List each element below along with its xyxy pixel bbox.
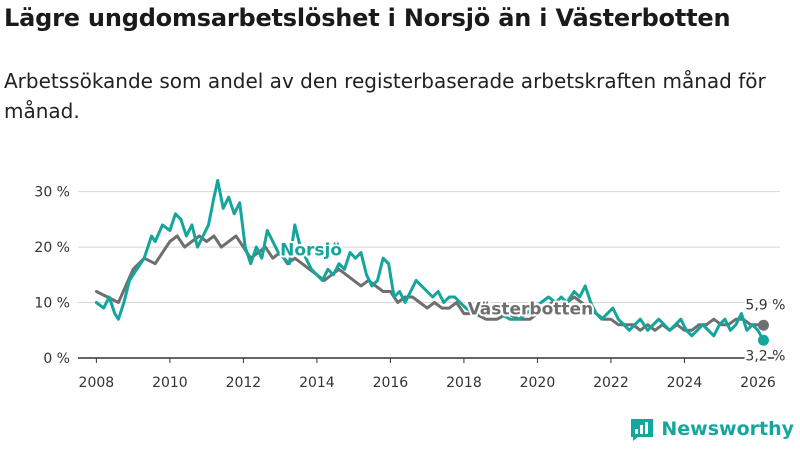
series-label-vasterbotten: Västerbotten <box>468 300 594 320</box>
newsworthy-wordmark: Newsworthy <box>661 418 794 440</box>
y-axis-labels: 0 % 10 % 20 % 30 % <box>34 185 70 367</box>
chart-subtitle: Arbetssökande som andel av den registerb… <box>4 69 766 123</box>
series-line-vasterbotten <box>94 234 765 332</box>
y-tick-label: 0 % <box>43 351 70 367</box>
x-tick-label: 2020 <box>520 375 556 391</box>
series-labels: Norsjö Västerbotten 5,9 % 3,2 % <box>278 238 787 366</box>
newsworthy-logo: Newsworthy <box>629 416 794 442</box>
grid-lines <box>78 191 780 304</box>
series-lines <box>94 179 769 346</box>
x-tick-label: 2024 <box>667 375 703 391</box>
end-label-norsjo: 3,2 % <box>745 348 785 364</box>
newsworthy-chart-icon <box>631 419 654 441</box>
y-tick-label: 30 % <box>34 185 70 201</box>
x-tick-label: 2014 <box>299 375 335 391</box>
x-tick-label: 2016 <box>373 375 409 391</box>
x-tick-label: 2022 <box>593 375 629 391</box>
x-tick-label: 2018 <box>446 375 482 391</box>
x-tick-label: 2008 <box>79 375 115 391</box>
chart-title: Lägre ungdomsarbetslöshet i Norsjö än i … <box>4 4 731 32</box>
y-tick-label: 10 % <box>34 296 70 312</box>
series-label-norsjo: Norsjö <box>280 240 342 260</box>
series-line-norsjo <box>94 179 765 342</box>
end-label-vasterbotten: 5,9 % <box>745 297 785 313</box>
x-axis: 2008 2010 2012 2014 2016 2018 2020 2022 2024 2026 <box>78 357 780 391</box>
end-point-vasterbotten <box>757 319 769 331</box>
y-tick-label: 20 % <box>34 240 70 256</box>
end-point-norsjo <box>757 334 769 346</box>
x-tick-label: 2010 <box>152 375 188 391</box>
x-tick-label: 2012 <box>226 375 262 391</box>
x-tick-label: 2026 <box>740 375 776 391</box>
